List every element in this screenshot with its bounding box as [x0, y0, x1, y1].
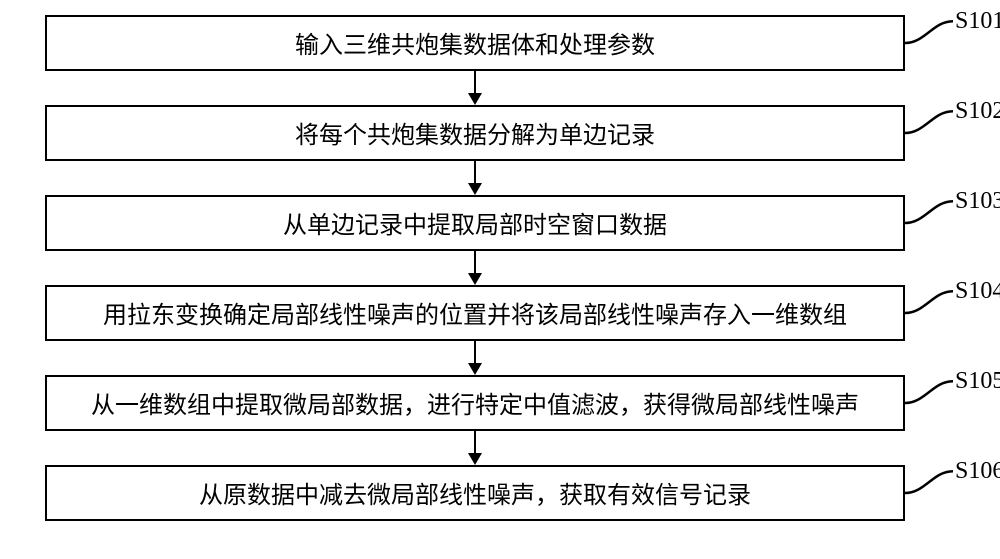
flow-arrow-head-2: [468, 183, 482, 195]
flow-arrow-head-5: [468, 453, 482, 465]
flow-arrow-1: [474, 71, 476, 93]
flow-arrow-4: [474, 341, 476, 363]
step-connector-s106: [0, 0, 1000, 559]
flow-arrow-head-4: [468, 363, 482, 375]
flow-arrow-head-3: [468, 273, 482, 285]
flow-arrow-2: [474, 161, 476, 183]
flow-arrow-5: [474, 431, 476, 453]
flow-arrow-3: [474, 251, 476, 273]
flow-arrow-head-1: [468, 93, 482, 105]
